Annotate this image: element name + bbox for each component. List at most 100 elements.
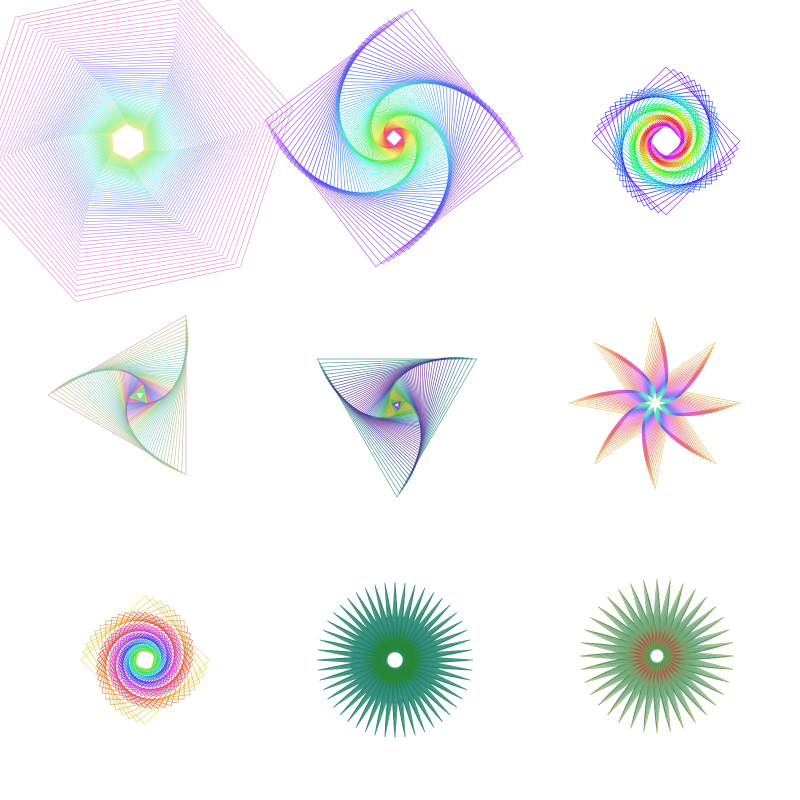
green-starburst-stroke: [327, 592, 463, 728]
taupe-triangle-stroke: [83, 356, 188, 456]
square-vortex-stroke: [337, 81, 451, 195]
hexagon-swirl-stroke: [106, 118, 150, 166]
green-starburst-stroke: [357, 622, 433, 698]
taupe-triangle-figure: [47, 314, 189, 476]
taupe-triangle-stroke: [91, 365, 186, 450]
eight-point-star-stroke: [600, 348, 710, 458]
square-vortex-stroke: [342, 86, 446, 190]
olive-starburst-stroke: [624, 623, 690, 689]
taupe-triangle-stroke: [86, 359, 187, 454]
green-starburst-stroke: [351, 616, 439, 704]
taupe-triangle-stroke: [125, 375, 160, 410]
green-starburst-stroke: [359, 624, 431, 696]
hexagon-swirl-stroke: [82, 98, 174, 186]
olive-starburst-stroke: [631, 630, 683, 682]
taupe-triangle-stroke: [94, 367, 185, 448]
green-starburst-stroke: [376, 641, 414, 679]
taupe-triangle-stroke: [114, 368, 176, 431]
taupe-triangle-stroke: [125, 374, 162, 412]
hexagon-swirl-stroke: [62, 82, 194, 202]
taupe-triangle-stroke: [112, 368, 177, 433]
hexagon-swirl-stroke: [27, 52, 229, 232]
teal-triangle-stroke: [381, 385, 417, 419]
green-starburst-stroke: [348, 613, 442, 707]
green-starburst-stroke: [379, 644, 411, 676]
hexagon-swirl-stroke: [84, 99, 172, 185]
hexagon-swirl-stroke: [103, 116, 153, 168]
hexagon-swirl-stroke: [79, 96, 177, 188]
olive-starburst-stroke: [616, 615, 698, 697]
square-vortex-stroke: [276, 20, 512, 256]
hexagon-swirl-stroke: [90, 105, 166, 179]
hexagon-swirl-stroke: [74, 91, 182, 193]
hexagon-swirl-stroke: [0, 12, 266, 272]
taupe-triangle-stroke: [54, 323, 188, 473]
gold-rosette-stroke: [80, 595, 210, 725]
hexagon-swirl-stroke: [98, 112, 158, 172]
green-starburst-stroke: [375, 640, 415, 680]
teal-triangle-stroke: [354, 365, 423, 440]
teal-triangle-stroke: [327, 356, 453, 478]
olive-starburst-stroke: [643, 642, 671, 670]
square-vortex-stroke: [282, 26, 506, 250]
teal-triangle-stroke: [374, 378, 420, 419]
rainbow-spirograph-stroke: [612, 87, 720, 195]
green-starburst-stroke: [364, 629, 426, 691]
teal-triangle-stroke: [362, 370, 423, 431]
square-vortex-stroke: [347, 91, 441, 185]
taupe-triangle-stroke: [125, 374, 161, 411]
hexagon-swirl-stroke: [66, 86, 190, 198]
teal-triangle-stroke: [377, 381, 419, 419]
olive-starburst-stroke: [622, 621, 692, 691]
hexagon-swirl-stroke: [111, 123, 145, 161]
hexagon-swirl-stroke: [109, 121, 147, 163]
teal-triangle-stroke: [379, 383, 418, 419]
taupe-triangle-stroke: [64, 335, 189, 467]
teal-triangle-stroke: [367, 373, 422, 426]
olive-starburst-stroke: [640, 639, 674, 673]
taupe-triangle-stroke: [115, 368, 175, 429]
taupe-triangle-stroke: [120, 369, 172, 425]
hexagon-swirl-stroke: [64, 84, 192, 200]
hexagon-swirl-stroke: [85, 101, 171, 183]
teal-triangle-stroke: [380, 384, 417, 419]
hexagon-swirl-stroke: [94, 108, 162, 176]
olive-starburst-stroke: [599, 598, 715, 714]
taupe-triangle-stroke: [122, 369, 171, 423]
olive-starburst-stroke: [641, 640, 673, 672]
taupe-triangle-stroke: [125, 371, 167, 418]
olive-starburst-stroke: [627, 626, 687, 686]
hexagon-swirl-stroke: [96, 110, 160, 174]
hexagon-swirl-stroke: [24, 49, 232, 235]
teal-triangle-stroke: [343, 360, 428, 455]
square-vortex-stroke: [329, 73, 459, 203]
hexagon-swirl-stroke: [14, 38, 242, 246]
taupe-triangle-stroke: [123, 370, 170, 422]
hexagon-swirl-stroke: [68, 87, 188, 197]
olive-starburst-stroke: [590, 589, 724, 723]
square-vortex-figure: [264, 8, 524, 268]
olive-starburst-stroke: [603, 602, 711, 710]
square-vortex-stroke: [336, 80, 452, 196]
square-vortex-stroke: [336, 80, 452, 196]
teal-triangle-stroke: [365, 372, 422, 427]
olive-starburst-stroke: [637, 636, 677, 676]
hexagon-swirl-stroke: [48, 72, 208, 212]
teal-triangle-stroke: [321, 357, 465, 488]
taupe-triangle-stroke: [125, 373, 163, 413]
eight-point-star-figure: [568, 316, 742, 490]
taupe-triangle-stroke: [108, 368, 179, 436]
teal-triangle-stroke: [339, 359, 434, 460]
hexagon-swirl-stroke: [97, 111, 159, 173]
hexagon-swirl-stroke: [104, 117, 152, 167]
hexagon-swirl-stroke: [0, 0, 279, 286]
square-vortex-stroke: [369, 113, 419, 163]
hexagon-swirl-stroke: [0, 21, 257, 263]
hexagon-swirl-stroke: [105, 118, 151, 166]
teal-triangle-stroke: [371, 376, 421, 421]
hexagon-swirl-stroke: [109, 122, 147, 162]
teal-triangle-stroke: [323, 356, 461, 484]
green-starburst-stroke: [373, 638, 417, 682]
teal-triangle-stroke: [348, 362, 422, 447]
